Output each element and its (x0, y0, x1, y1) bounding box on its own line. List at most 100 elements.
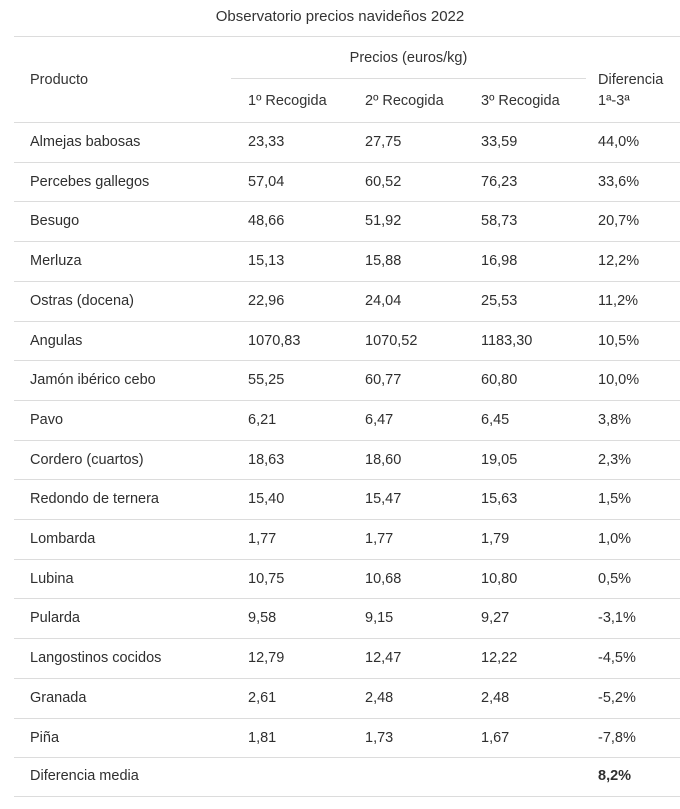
cell-recogida-3: 12,22 (481, 650, 518, 667)
cell-recogida-1: 55,25 (248, 372, 285, 389)
cell-diferencia: -5,2% (598, 689, 636, 706)
cell-recogida-2: 1070,52 (365, 332, 418, 349)
cell-recogida-3: 76,23 (481, 173, 518, 190)
footer-label: Diferencia media (30, 768, 139, 784)
cell-recogida-2: 1,77 (365, 531, 394, 547)
cell-recogida-1: 1070,83 (248, 332, 301, 349)
cell-recogida-1: 12,79 (248, 650, 285, 667)
cell-producto: Almejas babosas (30, 134, 141, 150)
cell-recogida-2: 60,52 (365, 173, 402, 190)
cell-diferencia: 0,5% (598, 570, 632, 587)
row-rule (14, 598, 680, 599)
cell-diferencia: 10,5% (598, 332, 640, 349)
cell-recogida-1: 6,21 (248, 411, 277, 428)
cell-recogida-2: 60,77 (365, 372, 402, 389)
cell-recogida-3: 19,05 (481, 451, 518, 468)
cell-diferencia: -7,8% (598, 729, 636, 746)
cell-recogida-2: 1,73 (365, 729, 394, 746)
cell-diferencia: 1,5% (598, 491, 632, 508)
cell-recogida-2: 15,88 (365, 253, 402, 270)
cell-diferencia: -4,5% (598, 650, 636, 667)
cell-recogida-2: 27,75 (365, 134, 402, 150)
row-rule (14, 360, 680, 361)
row-rule (14, 718, 680, 719)
cell-recogida-3: 16,98 (481, 253, 518, 270)
cell-producto: Pavo (30, 411, 64, 428)
cell-recogida-2: 12,47 (365, 650, 402, 667)
cell-producto: Angulas (30, 332, 83, 349)
cell-recogida-1: 10,75 (248, 570, 285, 587)
cell-producto: Granada (30, 689, 87, 706)
cell-recogida-3: 10,80 (481, 570, 518, 587)
cell-recogida-2: 18,60 (365, 451, 402, 468)
cell-producto: Merluza (30, 253, 82, 270)
cell-recogida-2: 15,47 (365, 491, 402, 508)
cell-producto: Lombarda (30, 531, 96, 547)
cell-recogida-1: 48,66 (248, 213, 285, 230)
cell-producto: Piña (30, 729, 60, 746)
cell-producto: Percebes gallegos (30, 173, 150, 190)
cell-diferencia: 2,3% (598, 451, 632, 468)
cell-recogida-3: 15,63 (481, 491, 518, 508)
row-rule (14, 201, 680, 202)
row-rule (14, 241, 680, 242)
table-caption: Observatorio precios navideños 2022 (215, 8, 465, 25)
table-top-rule (14, 36, 680, 37)
cell-recogida-2: 6,47 (365, 411, 394, 428)
cell-recogida-1: 9,58 (248, 610, 277, 627)
row-rule (14, 321, 680, 322)
cell-producto: Pularda (30, 610, 80, 627)
cell-recogida-1: 2,61 (248, 689, 277, 706)
cell-recogida-3: 2,48 (481, 689, 510, 706)
header-recogida-2: 2º Recogida (365, 93, 444, 109)
cell-recogida-2: 9,15 (365, 610, 394, 627)
cell-diferencia: 3,8% (598, 411, 632, 428)
cell-diferencia: 11,2% (598, 292, 639, 309)
cell-recogida-1: 22,96 (248, 292, 285, 309)
cell-diferencia: 12,2% (598, 253, 640, 270)
table-bottom-rule (14, 796, 680, 797)
cell-recogida-3: 33,59 (481, 134, 518, 150)
cell-producto: Besugo (30, 213, 80, 230)
row-rule (14, 162, 680, 163)
cell-recogida-1: 23,33 (248, 134, 285, 150)
cell-diferencia: 33,6% (598, 173, 640, 190)
header-group-rule (231, 78, 586, 79)
cell-recogida-1: 1,77 (248, 531, 277, 547)
cell-producto: Ostras (docena) (30, 292, 134, 309)
header-recogida-3: 3º Recogida (481, 93, 560, 109)
cell-recogida-3: 1,67 (481, 729, 510, 746)
cell-producto: Lubina (30, 570, 74, 587)
cell-diferencia: 1,0% (598, 531, 632, 547)
cell-diferencia: 44,0% (598, 134, 640, 150)
cell-recogida-2: 2,48 (365, 689, 394, 706)
cell-producto: Redondo de ternera (30, 491, 159, 508)
cell-diferencia: 20,7% (598, 213, 640, 230)
cell-recogida-1: 1,81 (248, 729, 277, 746)
header-producto: Producto (30, 72, 89, 88)
cell-diferencia: -3,1% (598, 610, 636, 627)
row-rule (14, 400, 680, 401)
row-rule (14, 678, 680, 679)
cell-producto: Jamón ibérico cebo (30, 372, 156, 389)
header-diferencia: Diferencia (598, 72, 664, 88)
header-recogida-1: 1º Recogida (248, 93, 327, 109)
cell-recogida-3: 6,45 (481, 411, 510, 428)
row-rule (14, 638, 680, 639)
header-diferencia-range: 1ª-3ª (598, 93, 630, 109)
row-rule (14, 281, 680, 282)
cell-recogida-2: 51,92 (365, 213, 402, 230)
cell-recogida-1: 57,04 (248, 173, 285, 190)
cell-recogida-3: 1183,30 (481, 332, 533, 349)
cell-recogida-2: 24,04 (365, 292, 402, 309)
header-bottom-rule (14, 122, 680, 123)
row-rule (14, 479, 680, 480)
cell-recogida-1: 18,63 (248, 451, 285, 468)
cell-recogida-3: 9,27 (481, 610, 510, 627)
cell-recogida-3: 25,53 (481, 292, 518, 309)
row-rule (14, 559, 680, 560)
cell-recogida-3: 60,80 (481, 372, 518, 389)
row-rule (14, 757, 680, 758)
row-rule (14, 440, 680, 441)
